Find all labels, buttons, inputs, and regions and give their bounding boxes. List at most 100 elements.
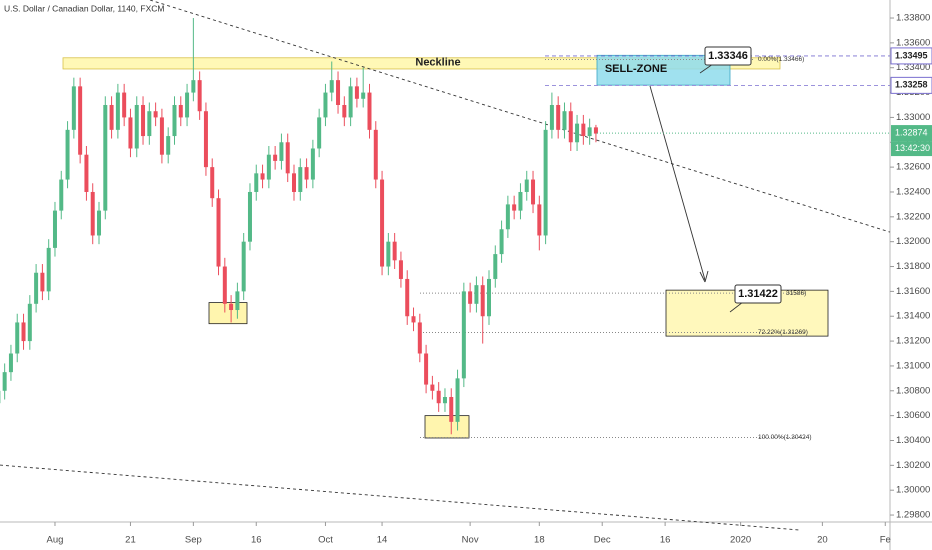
- candle-body: [568, 111, 573, 143]
- candle-body: [216, 198, 221, 267]
- candle-body: [292, 173, 297, 192]
- candle-body: [587, 127, 592, 137]
- candle-body: [549, 104, 554, 130]
- y-tick-label: 1.33400: [896, 62, 930, 73]
- candle-body: [115, 92, 120, 130]
- candle-body: [159, 117, 164, 155]
- y-tick-label: 1.32400: [896, 186, 930, 197]
- candle-body: [518, 191, 523, 211]
- y-tick-label: 1.30000: [896, 485, 930, 496]
- price-badge: [890, 76, 932, 94]
- candle-body: [128, 117, 133, 149]
- candle-body: [499, 229, 504, 255]
- callout-box: [704, 46, 752, 66]
- zone-label: Neckline: [415, 57, 460, 69]
- candle-body: [266, 154, 271, 180]
- x-tick-label: 16: [660, 535, 671, 546]
- candle-body: [581, 123, 586, 137]
- y-tick-label: 1.32000: [896, 236, 930, 247]
- candle-body: [78, 86, 83, 155]
- candle-body: [474, 285, 479, 304]
- callout-label: 1.33346: [708, 50, 748, 62]
- fib-label: 0.00%(1.33466): [758, 56, 804, 63]
- candle-body: [323, 92, 328, 118]
- y-tick-label: 1.30200: [896, 460, 930, 471]
- y-tick-label: 1.30400: [896, 435, 930, 446]
- candle-body: [71, 86, 76, 130]
- candle-body: [254, 173, 259, 192]
- candle-body: [84, 154, 89, 192]
- fib-label: 31586): [786, 290, 806, 297]
- candle-body: [247, 191, 252, 242]
- candle-body: [556, 104, 561, 130]
- candle-body: [480, 285, 485, 317]
- x-tick-label: Dec: [594, 535, 611, 546]
- candle-body: [166, 136, 171, 155]
- zone: [424, 415, 470, 439]
- candle-body: [65, 129, 70, 180]
- candle-body: [46, 247, 51, 292]
- callout-pointer: [729, 301, 744, 313]
- candle-body: [90, 191, 95, 236]
- trendline: [0, 464, 801, 531]
- candle-body: [329, 80, 334, 93]
- chart-title: U.S. Dollar / Canadian Dollar, 1140, FXC…: [4, 3, 164, 13]
- candle-body: [40, 272, 45, 292]
- candle-body: [449, 396, 454, 422]
- candle-body: [147, 111, 152, 137]
- candle-body: [455, 378, 460, 422]
- candle-body: [285, 142, 290, 174]
- x-tick-label: 16: [251, 535, 262, 546]
- candle-body: [361, 92, 366, 99]
- y-tick-label: 1.30600: [896, 410, 930, 421]
- candle-body: [27, 303, 32, 342]
- candle-body: [134, 104, 139, 149]
- price-badge: [890, 47, 932, 65]
- candle-body: [222, 266, 227, 304]
- candle-body: [336, 80, 341, 105]
- candle-body: [505, 204, 510, 230]
- y-tick-label: 1.30800: [896, 385, 930, 396]
- candle-body: [531, 179, 536, 205]
- candle-body: [97, 210, 102, 236]
- candle-body: [310, 148, 315, 180]
- candle-body: [235, 291, 240, 311]
- candle-body: [373, 129, 378, 180]
- candle-body: [273, 154, 278, 161]
- candle-body: [417, 322, 422, 354]
- x-tick-label: Sep: [185, 535, 202, 546]
- x-tick-label: 14: [377, 535, 388, 546]
- y-tick-label: 1.31000: [896, 360, 930, 371]
- y-tick-label: 1.29800: [896, 510, 930, 521]
- candle-body: [524, 179, 529, 192]
- candle-body: [141, 104, 146, 137]
- candle-body: [486, 278, 491, 317]
- y-tick-label: 1.32600: [896, 162, 930, 173]
- candle-body: [436, 390, 441, 404]
- candle-body: [210, 167, 215, 199]
- candle-body: [2, 372, 7, 391]
- candle-body: [191, 80, 196, 93]
- candle-body: [109, 104, 114, 130]
- candle-body: [185, 92, 190, 118]
- zone: [208, 302, 248, 325]
- candle-body: [59, 179, 64, 211]
- candle-body: [398, 260, 403, 279]
- candle-body: [386, 241, 391, 267]
- candle-body: [172, 104, 177, 137]
- candle-body: [424, 353, 429, 385]
- candle-body: [493, 254, 498, 279]
- candle-body: [260, 173, 265, 180]
- candle-body: [52, 210, 57, 248]
- x-tick-label: Aug: [47, 535, 64, 546]
- candle-body: [354, 86, 359, 99]
- arrow-head: [699, 270, 709, 283]
- candle-body: [442, 396, 447, 404]
- zone: [62, 57, 781, 70]
- candle-body: [103, 104, 108, 211]
- y-tick-label: 1.31400: [896, 311, 930, 322]
- callout-box: [734, 284, 782, 304]
- y-tick-label: 1.31600: [896, 286, 930, 297]
- candle-body: [34, 272, 39, 304]
